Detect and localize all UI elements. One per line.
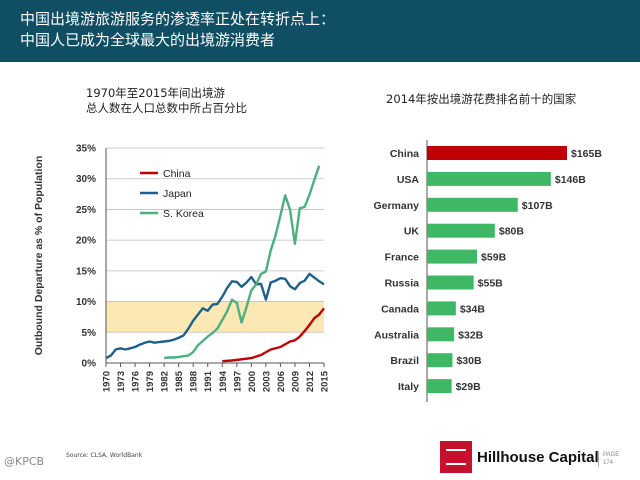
bar-value-label: $30B [456, 355, 482, 367]
x-tick-label: 2006 [276, 371, 287, 392]
bar [427, 275, 474, 290]
x-tick-label: 1994 [218, 370, 229, 392]
brand-name: Hillhouse Capital [477, 449, 599, 466]
source-note: Source: CLSA, WorldBank [66, 452, 143, 459]
y-tick-label: 5% [82, 328, 97, 339]
bar [427, 171, 551, 186]
left-chart-subtitle-line-1: 1970年至2015年间出境游 [86, 86, 226, 100]
y-tick-label: 10% [76, 297, 96, 308]
bar-category-label: Germany [373, 200, 419, 212]
line-chart: 0% 5% 10% 15% 20% 25% 30% 35% 1970 1973 1976 1979 19… [33, 144, 331, 393]
series-line-china [222, 307, 325, 363]
y-axis-label: Outbound Departure as % of Population [33, 156, 45, 356]
y-tick-label: 15% [76, 266, 96, 277]
bar [427, 301, 456, 316]
y-tick-label: 35% [76, 144, 96, 155]
watermark-left: @KPCB [4, 455, 45, 468]
bar-category-label: France [385, 252, 420, 264]
series-line-s-korea [163, 165, 321, 360]
series-line-japan [105, 272, 325, 360]
x-tick-label: 2000 [247, 371, 258, 392]
bar-category-label: Australia [374, 329, 419, 341]
bar [427, 223, 495, 238]
header-bar: 中国出境游旅游服务的渗透率正处在转折点上： 中国人已成为全球最大的出境游消费者 [0, 0, 640, 62]
bar [427, 353, 453, 368]
bar-chart: China $165B USA $146B Germany $107B UK $80B Fran… [373, 140, 602, 402]
y-tick-label: 0% [82, 359, 97, 370]
bar [427, 249, 478, 264]
x-tick-label: 1982 [160, 371, 171, 392]
bar-category-label: Russia [385, 278, 420, 290]
legend-label: S. Korea [163, 208, 204, 220]
right-chart-subtitle: 2014年按出境游花费排名前十的国家 [386, 92, 577, 106]
legend-label: Japan [163, 188, 192, 200]
bar-category-label: UK [404, 226, 420, 238]
left-chart-subtitle: 1970年至2015年间出境游 总人数在人口总数中所占百分比 [86, 86, 247, 116]
x-tick-label: 1997 [232, 371, 243, 392]
hillhouse-logo-mark [446, 449, 466, 465]
page-indicator: PAGE 174 [598, 451, 619, 467]
x-tick-label: 1991 [203, 370, 214, 392]
x-tick-label: 2012 [305, 371, 316, 392]
bar-value-label: $107B [522, 200, 553, 212]
y-tick-label: 20% [76, 236, 96, 247]
page-title-line-1: 中国出境游旅游服务的渗透率正处在转折点上： [20, 10, 336, 28]
bar-value-label: $165B [571, 148, 602, 160]
x-tick-label: 1973 [116, 371, 127, 392]
x-tick-label: 2009 [290, 371, 301, 392]
x-tick-label: 1985 [174, 370, 185, 392]
page-title-line-2: 中国人已成为全球最大的出境游消费者 [20, 31, 276, 49]
page-number: 174 [603, 460, 614, 466]
x-tick-label: 1976 [131, 371, 142, 392]
bar-category-label: USA [397, 174, 420, 186]
bar [427, 197, 518, 212]
bar-category-label: China [390, 148, 419, 160]
bar-value-label: $29B [456, 381, 482, 393]
bar-category-label: Canada [381, 303, 419, 315]
bar-value-label: $55B [478, 278, 504, 290]
bar-value-label: $59B [481, 252, 507, 264]
y-tick-label: 30% [76, 174, 96, 185]
page-label: PAGE [603, 452, 620, 458]
y-tick-label: 25% [76, 205, 96, 216]
bar-category-label: Brazil [390, 355, 419, 367]
x-tick-label: 1988 [189, 371, 200, 392]
bar-category-label: Italy [398, 381, 419, 393]
x-tick-label: 1970 [102, 371, 113, 392]
bar-value-label: $146B [555, 174, 586, 186]
bar [427, 146, 567, 160]
legend-label: China [163, 168, 191, 180]
bar [427, 327, 455, 342]
highlight-band [106, 301, 324, 333]
bar [427, 379, 452, 394]
x-tick-label: 1979 [145, 371, 156, 392]
x-tick-label: 2003 [261, 371, 272, 392]
bar-value-label: $80B [499, 226, 525, 238]
bar-value-label: $34B [460, 303, 486, 315]
bar-value-label: $32B [458, 329, 484, 341]
left-chart-subtitle-line-2: 总人数在人口总数中所占百分比 [86, 101, 247, 115]
hillhouse-logo [440, 441, 472, 473]
x-tick-label: 2015 [320, 370, 331, 392]
